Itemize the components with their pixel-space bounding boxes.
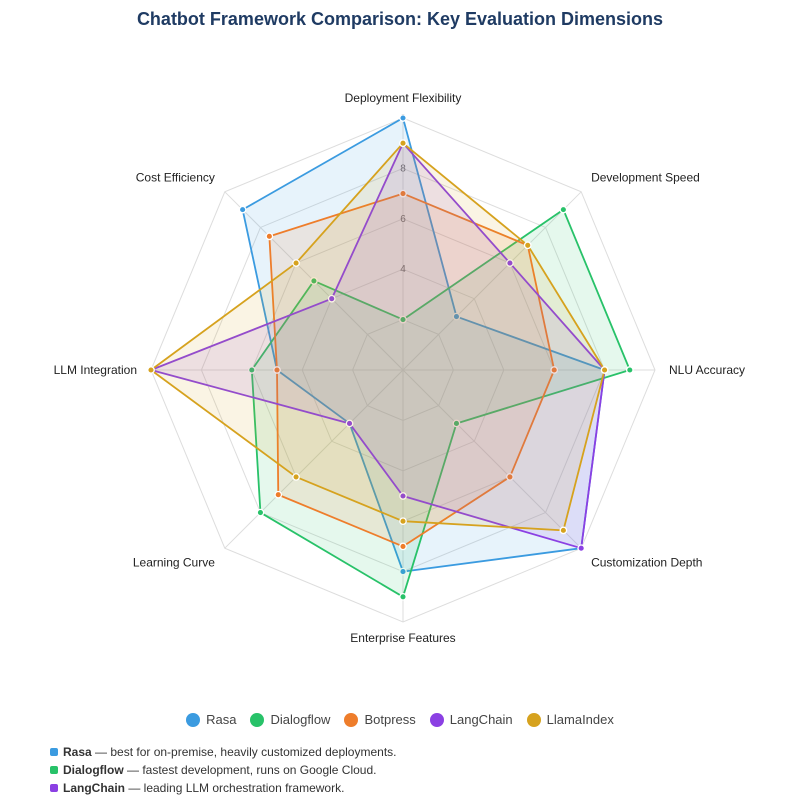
axis-label: Development Speed (591, 171, 700, 185)
data-point[interactable] (399, 189, 407, 198)
data-point[interactable] (256, 508, 265, 517)
tick-label: 8 (400, 163, 406, 174)
note-text: Dialogflow — fastest development, runs o… (63, 763, 377, 777)
grid-spoke (402, 191, 582, 371)
legend-swatch (250, 712, 265, 727)
data-point[interactable] (265, 232, 274, 241)
legend-label: Botpress (364, 712, 416, 727)
data-point[interactable] (559, 526, 568, 535)
axis-label: Deployment Flexibility (345, 91, 462, 105)
data-point[interactable] (577, 544, 586, 553)
data-point[interactable] (452, 419, 461, 428)
data-point[interactable] (600, 366, 609, 374)
legend-item-llamaindex[interactable]: LlamaIndex (526, 712, 614, 727)
note-text: Rasa — best for on-premise, heavily cust… (63, 745, 397, 759)
data-point[interactable] (274, 490, 283, 499)
data-point[interactable] (310, 277, 318, 285)
data-point[interactable] (506, 473, 514, 481)
note-text: LangChain — leading LLM orchestration fr… (63, 781, 345, 795)
legend-swatch (526, 712, 541, 727)
data-point[interactable] (399, 315, 407, 324)
axis-label: Cost Efficiency (136, 171, 215, 185)
legend-item-langchain[interactable]: LangChain (429, 712, 513, 727)
data-point[interactable] (273, 366, 281, 374)
note-swatch (50, 748, 58, 756)
data-point[interactable] (523, 241, 532, 250)
axis-label: Customization Depth (591, 555, 702, 569)
grid-spoke (224, 369, 404, 549)
legend-label: LlamaIndex (546, 712, 614, 727)
series-llamaindex (147, 139, 609, 535)
data-point[interactable] (550, 366, 559, 374)
data-point[interactable] (292, 259, 300, 267)
data-point[interactable] (327, 294, 336, 303)
note-swatch (50, 784, 58, 792)
legend-item-botpress[interactable]: Botpress (344, 712, 416, 727)
note-swatch (50, 766, 58, 774)
series-area-llamaindex (150, 142, 606, 532)
data-point[interactable] (625, 366, 634, 374)
data-point[interactable] (292, 473, 300, 481)
data-point[interactable] (399, 517, 407, 526)
legend-swatch (344, 712, 359, 727)
axis-label: Enterprise Features (350, 631, 455, 645)
axis-label: Learning Curve (133, 555, 215, 569)
grid-spoke (402, 369, 582, 549)
legend-item-rasa[interactable]: Rasa (186, 712, 236, 727)
legend-label: Dialogflow (270, 712, 331, 727)
series-layer (147, 114, 634, 601)
legend-swatch (186, 712, 201, 727)
data-point[interactable] (345, 419, 354, 428)
data-point[interactable] (506, 259, 514, 267)
axis-labels: Deployment Flexibility Development Speed N… (54, 91, 745, 645)
data-point[interactable] (399, 139, 407, 148)
data-point[interactable] (559, 205, 568, 214)
data-point[interactable] (399, 592, 407, 601)
data-point[interactable] (247, 366, 256, 374)
data-point[interactable] (399, 567, 407, 576)
legend-label: Rasa (206, 712, 237, 727)
legend: Rasa Dialogflow Botpress LangChain LlamaInde… (0, 712, 800, 727)
tick-label: 4 (400, 264, 406, 275)
note-langchain: LangChain — leading LLM orchestration fr… (50, 779, 397, 797)
legend-item-dialogflow[interactable]: Dialogflow (250, 712, 330, 727)
data-point[interactable] (452, 312, 461, 321)
data-point[interactable] (399, 114, 407, 122)
data-point[interactable] (147, 366, 155, 374)
tick-label: 6 (400, 214, 406, 225)
data-point[interactable] (399, 492, 407, 500)
legend-swatch (429, 712, 444, 727)
legend-label: LangChain (449, 712, 513, 727)
note-dialogflow: Dialogflow — fastest development, runs o… (50, 761, 397, 779)
series-dialogflow (247, 205, 634, 601)
axis-label: NLU Accuracy (669, 363, 745, 377)
framework-notes: Rasa — best for on-premise, heavily cust… (50, 743, 397, 797)
note-rasa: Rasa — best for on-premise, heavily cust… (50, 743, 397, 761)
chart-title: Chatbot Framework Comparison: Key Evalua… (136, 9, 664, 29)
axis-label: LLM Integration (54, 363, 137, 377)
data-point[interactable] (238, 205, 247, 214)
data-point[interactable] (399, 542, 407, 551)
